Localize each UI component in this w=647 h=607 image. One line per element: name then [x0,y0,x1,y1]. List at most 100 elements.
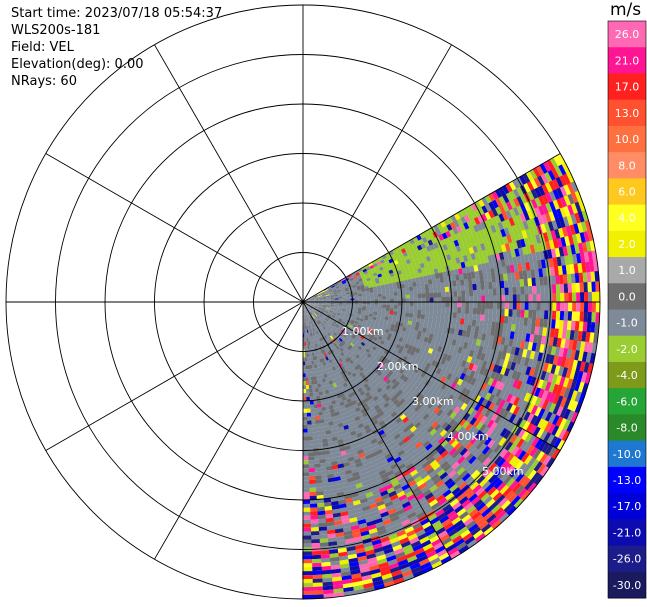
velocity-gate [547,170,557,182]
velocity-gate [339,323,345,328]
velocity-gate [415,347,421,354]
velocity-gate [320,336,324,342]
velocity-gate [344,330,349,335]
velocity-gate [478,270,484,278]
velocity-gate [405,271,411,277]
velocity-gate [426,481,436,490]
velocity-gate [529,424,538,436]
velocity-gate [425,297,430,303]
velocity-gate [395,281,401,286]
velocity-gate [422,271,428,277]
velocity-gate [310,336,313,341]
velocity-gate [303,309,305,314]
velocity-gate [315,419,321,425]
velocity-gate [460,360,467,368]
velocity-gate [544,444,554,456]
velocity-gate [408,455,418,464]
velocity-gate [558,227,565,239]
velocity-gate [458,273,464,281]
velocity-gate [388,317,393,322]
velocity-gate [527,277,533,287]
velocity-gate [563,408,572,421]
velocity-gate [500,418,509,429]
colorbar-tick-label: 26.0 [615,28,640,41]
velocity-gate [302,456,309,461]
velocity-gate [413,302,418,307]
velocity-gate [304,309,306,314]
velocity-gate [409,445,418,453]
velocity-gate [481,295,486,303]
velocity-gate [359,417,367,424]
velocity-gate [566,273,572,285]
velocity-gate [391,430,399,437]
velocity-gate [306,303,311,306]
velocity-gate [308,471,316,477]
velocity-gate [327,481,336,487]
velocity-gate [306,353,309,358]
velocity-gate [369,292,374,296]
velocity-gate [304,309,306,314]
velocity-gate [469,302,474,309]
velocity-gate [407,533,418,542]
velocity-gate [451,275,456,282]
velocity-gate [356,333,362,338]
velocity-gate [523,392,531,403]
velocity-gate [458,511,469,521]
velocity-gate [397,420,405,428]
velocity-gate [529,376,537,387]
velocity-gate [391,497,401,505]
velocity-gate [385,295,391,300]
velocity-gate [305,313,307,318]
velocity-gate [469,265,475,273]
velocity-gate [368,262,374,267]
velocity-gate [368,564,380,572]
velocity-gate [562,320,568,331]
velocity-gate [540,380,548,391]
velocity-gate [357,309,362,313]
velocity-gate [441,292,446,298]
velocity-gate [315,487,323,492]
velocity-gate [559,217,566,229]
velocity-gate [352,499,361,506]
velocity-gate [318,415,324,420]
velocity-gate [486,486,497,497]
velocity-gate [465,302,470,309]
velocity-gate [472,484,482,494]
velocity-gate [461,532,473,543]
velocity-gate [459,256,465,264]
velocity-gate [505,385,513,395]
velocity-gate [552,209,560,221]
velocity-gate [342,339,348,344]
velocity-gate [402,323,408,329]
velocity-gate [307,341,310,346]
velocity-gate [449,374,457,383]
velocity-gate [375,258,381,264]
colorbar-bin [608,466,646,494]
velocity-gate [464,441,473,451]
velocity-gate [439,486,450,495]
velocity-gate [402,276,408,281]
velocity-gate [490,412,499,423]
velocity-gate [435,229,442,237]
velocity-gate [307,372,311,378]
velocity-gate [367,422,375,429]
velocity-gate [302,563,313,568]
velocity-gate [304,305,306,310]
velocity-gate [432,315,437,322]
velocity-gate [306,321,308,326]
velocity-gate [310,296,314,299]
velocity-gate [357,339,363,345]
velocity-gate [351,367,357,373]
velocity-gate [316,334,320,339]
velocity-gate [488,335,495,343]
velocity-gate [420,371,427,378]
velocity-gate [445,291,450,298]
velocity-gate [347,423,354,429]
velocity-gate [327,477,335,483]
velocity-gate [551,414,560,426]
velocity-gate [511,279,517,288]
azimuth-spokes [6,5,600,599]
velocity-gate [322,315,326,319]
velocity-gate [464,464,474,474]
velocity-gate [482,468,492,479]
